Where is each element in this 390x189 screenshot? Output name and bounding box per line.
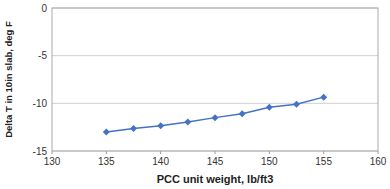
marker <box>157 122 164 129</box>
marker <box>293 101 300 108</box>
chart: -15 -10 -5 0 130 135 140 145 150 155 160 PCC unit w… <box>0 0 390 189</box>
x-axis-label: PCC unit weight, lb/ft3 <box>157 173 274 185</box>
x-tick-label: 130 <box>44 156 61 167</box>
marker <box>103 128 110 135</box>
x-tick-label: 145 <box>207 156 224 167</box>
marker <box>320 94 327 101</box>
line <box>106 97 323 132</box>
x-tick-label: 140 <box>152 156 169 167</box>
y-axis-label: Delta T in 10in slab, deg F <box>3 21 14 138</box>
x-tick-label: 160 <box>370 156 387 167</box>
grid-line <box>52 55 378 56</box>
marker <box>239 110 246 117</box>
y-tick-label: -10 <box>33 98 48 109</box>
plot-area <box>52 8 378 151</box>
marker <box>184 118 191 125</box>
y-tick-label: 0 <box>41 3 47 14</box>
series <box>103 94 327 136</box>
marker <box>130 125 137 132</box>
plot-frame <box>52 8 378 151</box>
marker <box>266 104 273 111</box>
grid-line <box>52 103 378 104</box>
x-tick-label: 155 <box>315 156 332 167</box>
marker <box>212 114 219 121</box>
x-tick-label: 150 <box>261 156 278 167</box>
y-tick-label: -15 <box>33 146 48 157</box>
x-tick-label: 135 <box>98 156 115 167</box>
y-tick-label: -5 <box>38 50 47 61</box>
